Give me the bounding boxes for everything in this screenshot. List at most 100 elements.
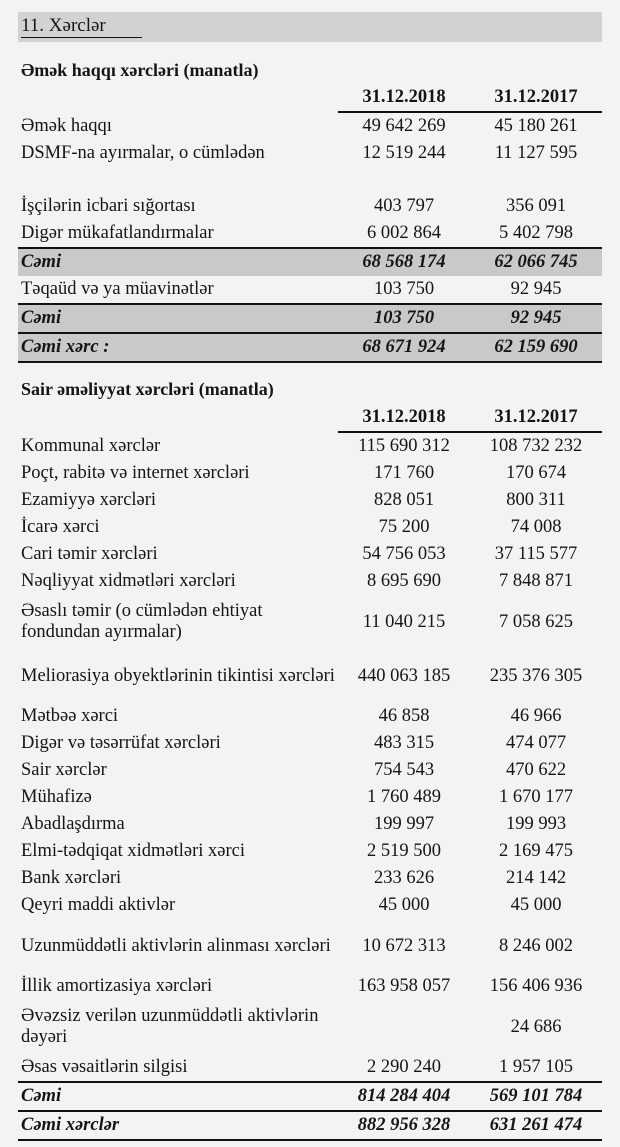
table-row: Bank xərcləri 233 626 214 142 (18, 865, 602, 892)
table-row: Cəmi 68 568 174 62 066 745 (18, 247, 602, 276)
salary-heading: Əmək haqqı xərcləri (manatla) (21, 60, 259, 80)
row-label: Cəmi (18, 1081, 338, 1111)
value-2018: 403 797 (373, 196, 435, 216)
table-row: Cari təmir xərcləri 54 756 053 37 115 577 (18, 541, 602, 568)
value-2018: 103 750 (338, 303, 470, 333)
table-row: Nəqliyyat xidmətləri xərcləri 8 695 690 7 … (18, 568, 602, 595)
value-2018: 754 543 (373, 760, 435, 780)
value-2018: 10 672 313 (362, 935, 446, 956)
column-header: 31.12.2018 (338, 83, 470, 113)
value-2018: 45 000 (378, 895, 430, 915)
table-row: İşçilərin icbari sığortası 403 797 356 091 (18, 193, 602, 220)
table-row: Cəmi 814 284 404 569 101 784 (18, 1081, 602, 1111)
table-row: DSMF-na ayırmalar, o cümlədən 12 519 244 1… (18, 140, 602, 167)
row-label: Cari təmir xərcləri (21, 544, 158, 564)
value-2018: 49 642 269 (362, 116, 446, 136)
value-2018: 2 519 500 (367, 841, 441, 861)
value-2017: 800 311 (506, 490, 566, 510)
value-2017: 5 402 798 (499, 223, 573, 243)
value-2017: 199 993 (505, 814, 567, 834)
value-2018: 483 315 (373, 733, 435, 753)
value-2018: 2 290 240 (367, 1057, 441, 1077)
section-title: 11. Xərclər (21, 15, 142, 38)
row-label: Uzunmüddətli aktivlərin alinması xərclər… (21, 935, 331, 956)
value-2018 (338, 1000, 470, 1054)
value-2018: 103 750 (373, 279, 435, 299)
row-label: Digər və təsərrüfat xərcləri (21, 733, 221, 753)
row-label: Cəmi xərc : (18, 332, 338, 363)
table-row: Sair xərclər 754 543 470 622 (18, 757, 602, 784)
value-2017: 214 142 (505, 868, 567, 888)
table-row: Poçt, rabitə və internet xərcləri 171 760… (18, 460, 602, 487)
value-2017: 170 674 (505, 463, 567, 483)
value-2018: 440 063 185 (357, 665, 451, 686)
row-label: Digər mükafatlandırmalar (21, 223, 214, 243)
other-expenses-heading: Sair əməliyyat xərcləri (manatla) (21, 379, 274, 399)
value-2018: 75 200 (378, 517, 430, 537)
row-label: Elmi-tədqiqat xidmətləri xərci (21, 841, 245, 861)
value-2017: 7 058 625 (499, 611, 573, 632)
value-2017: 11 127 595 (494, 143, 578, 163)
value-2018: 814 284 404 (338, 1081, 470, 1111)
value-2018: 8 695 690 (367, 571, 441, 591)
header-row: 31.12.2018 31.12.2017 (18, 83, 602, 113)
value-2017: 470 622 (505, 760, 567, 780)
row-label: Nəqliyyat xidmətləri xərcləri (21, 571, 236, 591)
table-row: Əsas vəsaitlərin silgisi 2 290 240 1 957 1… (18, 1054, 602, 1082)
value-2017: 235 376 305 (489, 665, 583, 686)
value-2017: 92 945 (470, 303, 602, 333)
row-label: İllik amortizasiya xərcləri (21, 976, 213, 996)
row-label: Kommunal xərclər (21, 435, 161, 456)
row-label: İcarə xərci (21, 517, 100, 537)
value-2017: 37 115 577 (494, 544, 578, 564)
salary-table: 31.12.2018 31.12.2017 Əmək haqqı 49 642 269… (18, 83, 602, 363)
value-2017: 92 945 (510, 279, 562, 299)
value-2018: 1 760 489 (367, 787, 441, 807)
value-2018: 12 519 244 (362, 143, 446, 163)
row-label: Bank xərcləri (21, 868, 122, 888)
table-row: Kommunal xərclər 115 690 312 108 732 232 (18, 432, 602, 460)
value-2018: 163 958 057 (357, 976, 451, 996)
table-row: İcarə xərci 75 200 74 008 (18, 514, 602, 541)
table-row: Əvəzsiz verilən uzunmüddətli aktivlərin … (18, 1000, 602, 1054)
row-label: DSMF-na ayırmalar, o cümlədən (21, 143, 265, 163)
value-2017: 108 732 232 (489, 436, 583, 456)
value-2018: 68 568 174 (338, 247, 470, 276)
value-2018: 11 040 215 (362, 611, 446, 632)
value-2017: 45 000 (510, 895, 562, 915)
row-label: Cəmi (18, 247, 338, 276)
section-title-bar: 11. Xərclər (18, 12, 602, 42)
row-label: Poçt, rabitə və internet xərcləri (21, 463, 250, 483)
table-row: Əsaslı təmir (o cümlədən ehtiyat fondund… (18, 595, 602, 649)
value-2017: 156 406 936 (489, 976, 583, 996)
row-label: Abadlaşdırma (21, 814, 125, 834)
row-label: Mühafizə (21, 787, 92, 807)
value-2017: 474 077 (505, 733, 567, 753)
other-expenses-table: 31.12.2018 31.12.2017 Kommunal xərclər 115 … (18, 403, 602, 1141)
table-row: Mətbəə xərci 46 858 46 966 (18, 703, 602, 730)
table-row: Abadlaşdırma 199 997 199 993 (18, 811, 602, 838)
table-row: Cəmi xərc :68 671 924 62 159 690 (18, 332, 602, 363)
value-2017: 45 180 261 (494, 116, 578, 136)
row-label: Mətbəə xərci (21, 706, 119, 726)
value-2017: 2 169 475 (499, 841, 573, 861)
row-label: Sair xərclər (21, 760, 107, 780)
row-label: Əvəzsiz verilən uzunmüddətli aktivlərin … (21, 1006, 319, 1047)
value-2017: 356 091 (505, 196, 567, 216)
value-2017: 1 957 105 (499, 1057, 573, 1077)
table-row: Qeyri maddi aktivlər 45 000 45 000 (18, 892, 602, 919)
value-2018: 6 002 864 (367, 223, 441, 243)
value-2017: 24 686 (510, 1016, 562, 1037)
table-row: İllik amortizasiya xərcləri 163 958 057 15… (18, 973, 602, 1000)
value-2018: 115 690 312 (358, 436, 450, 456)
value-2017: 631 261 474 (470, 1110, 602, 1141)
row-label: Təqaüd və ya müavinətlər (21, 279, 214, 299)
value-2018: 199 997 (373, 814, 435, 834)
value-2017: 8 246 002 (499, 935, 573, 956)
value-2017: 1 670 177 (499, 787, 573, 807)
value-2017: 7 848 871 (499, 571, 573, 591)
value-2018: 233 626 (373, 868, 435, 888)
row-label: Əsaslı təmir (o cümlədən ehtiyat fondund… (21, 601, 263, 642)
row-label: İşçilərin icbari sığortası (21, 196, 196, 216)
table-row: Uzunmüddətli aktivlərin alinması xərclər… (18, 919, 602, 973)
